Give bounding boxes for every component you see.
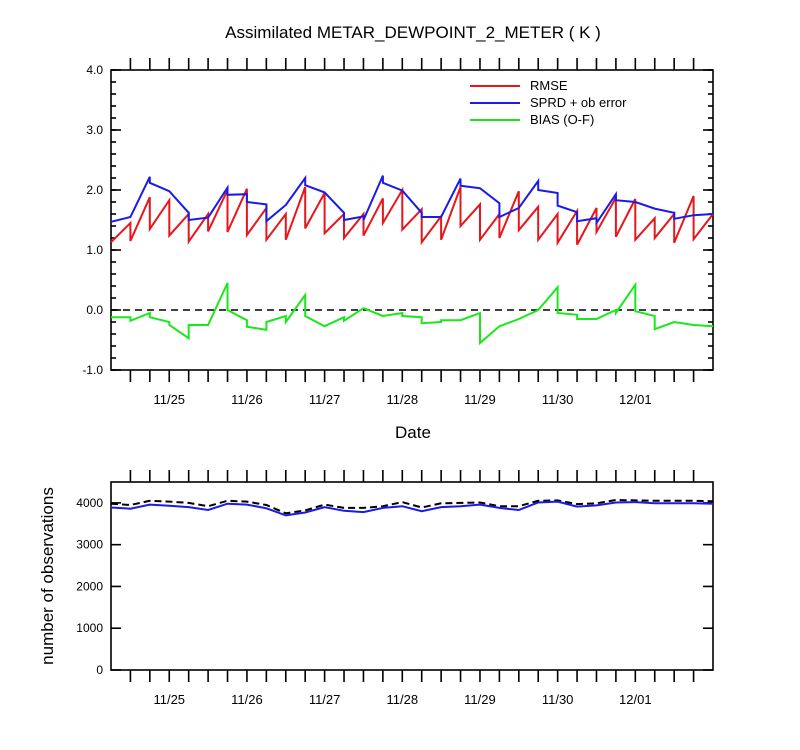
chart-title: Assimilated METAR_DEWPOINT_2_METER ( K ): [225, 23, 601, 42]
x-tick-label-date: 11/25: [153, 392, 185, 407]
y-tick-label: 4.0: [86, 63, 103, 77]
x-tick-label-date: 12/01: [619, 392, 652, 407]
legend-label: BIAS (O-F): [530, 112, 594, 127]
y-tick-label: 2000: [76, 579, 103, 593]
y-axis-title-observations: number of observations: [38, 487, 57, 665]
top-plot-area: -1.0 0.0 1.0 2.0 3.0 4.0 11/25 11/26 11/27 11/28 1…: [82, 58, 714, 407]
x-tick-label-date: 11/27: [309, 692, 341, 707]
y-tick-label: 1.0: [86, 243, 103, 257]
x-tick-label-date: 11/28: [387, 692, 419, 707]
x-tick-label-date: 11/30: [542, 692, 574, 707]
legend: RMSE SPRD + ob error BIAS (O-F): [470, 78, 627, 127]
y-tick-label: 3.0: [86, 123, 103, 137]
series-line-obs-1: [110, 500, 714, 517]
legend-label: SPRD + ob error: [530, 95, 627, 110]
y-tick-label: 0: [96, 663, 103, 677]
x-tick-label-date: 11/25: [153, 692, 185, 707]
x-tick-label-date: 11/28: [387, 392, 419, 407]
x-tick-label-date: 11/26: [231, 692, 263, 707]
series-line-bias-o-f: [111, 281, 714, 346]
series-line-sprd-ob-error: [110, 174, 714, 227]
plot-frame: [110, 481, 714, 671]
legend-label: RMSE: [530, 78, 568, 93]
x-tick-label-date: 12/01: [619, 692, 652, 707]
bottom-plot-area: 0 1000 2000 3000 4000 11/25 11/26 11/27 11/28 11/…: [76, 470, 714, 707]
plot-frame: [110, 69, 714, 371]
series-line-obs-0: [110, 498, 714, 515]
x-tick-label-date: 11/26: [231, 392, 263, 407]
x-tick-label-date: 11/30: [542, 392, 574, 407]
y-tick-label: 1000: [76, 621, 103, 635]
y-tick-label: 4000: [76, 496, 103, 510]
y-tick-label: -1.0: [82, 363, 103, 377]
y-tick-label: 0.0: [86, 303, 103, 317]
x-tick-label-date: 11/27: [309, 392, 341, 407]
x-axis-title: Date: [395, 423, 431, 442]
x-tick-label-date: 11/29: [464, 692, 496, 707]
y-tick-label: 2.0: [86, 183, 103, 197]
x-tick-label-date: 11/29: [464, 392, 496, 407]
series-line-rmse: [110, 186, 714, 247]
y-tick-label: 3000: [76, 538, 103, 552]
